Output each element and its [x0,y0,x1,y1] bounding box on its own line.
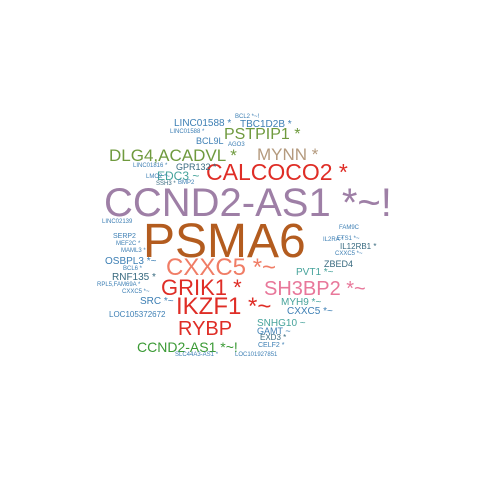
cloud-word: GRIK1 * [161,275,242,300]
cloud-word: IL12RB1 * [340,242,377,251]
cloud-word: FAM9C [339,225,360,231]
cloud-word: CELF2 * [258,342,285,349]
cloud-word: CXXC5 *~ [287,306,333,317]
cloud-word: GPR132 * [176,162,217,172]
cloud-word: SRC *~ [140,296,174,307]
cloud-word: RNF135 * [112,272,156,283]
cloud-word: IL2RA * [323,237,344,243]
cloud-word: LOC105372672 [109,310,166,319]
cloud-word: SSH3 * [156,181,176,187]
cloud-word: TBC1D2B * [240,119,292,130]
cloud-word: ETS1 *~ [337,236,360,242]
cloud-word: PVT1 *~ [296,267,334,278]
cloud-word: CCND2-AS1 *~! [137,339,238,355]
cloud-word: DLG4,ACADVL * [109,146,237,165]
cloud-word: SLC44A3-AS1 * [175,352,219,358]
cloud-word: CXXC5 *~ [122,289,150,295]
cloud-word: CXXC5 *~ [166,254,277,281]
cloud-word: PSMA6 [143,215,306,268]
cloud-word: AGO3 [228,142,245,148]
cloud-word: OSBPL3 *~ [105,256,157,267]
cloud-word: BCL6 * [123,266,143,272]
cloud-word: IKZF1 *~ [176,293,272,320]
cloud-word: PSTPIP1 * [224,126,301,143]
cloud-word: BCL2 *~! [235,114,260,120]
cloud-word: CCND2-AS1 *~! [104,181,392,225]
cloud-word: LINC01588 * [170,129,205,135]
cloud-word: MYH9 *~ [281,297,322,308]
cloud-word: GAMT ~ [257,326,291,336]
cloud-word: ZBED4 [324,259,354,269]
cloud-word: LMO2 *~ [146,174,170,180]
cloud-word: LINC01588 * [174,118,232,129]
cloud-word: SERP2 [113,233,136,240]
cloud-word: MYNN * [257,145,319,164]
cloud-word: SNHG10 ~ [257,318,306,329]
cloud-word: LOC101927851 [235,352,278,358]
cloud-word: LINC01816 * [133,163,168,169]
cloud-word: CXXC5 *~ [335,251,363,257]
cloud-word: BCL9L [196,136,224,146]
cloud-word: LINC02139 [102,219,133,225]
cloud-word: EDC3 ~ [157,169,200,183]
cloud-word: CALCOCO2 * [206,159,348,185]
cloud-word: MAML3 * [121,248,146,254]
cloud-word: EXD3 * [260,333,287,342]
cloud-word: MEF2C * [116,241,141,247]
cloud-word: RPL5,FAM69A * [97,282,141,288]
cloud-word: RYBP [178,318,233,340]
cloud-word: BMP2 [178,180,195,186]
cloud-word: SH3BP2 *~ [264,278,366,300]
